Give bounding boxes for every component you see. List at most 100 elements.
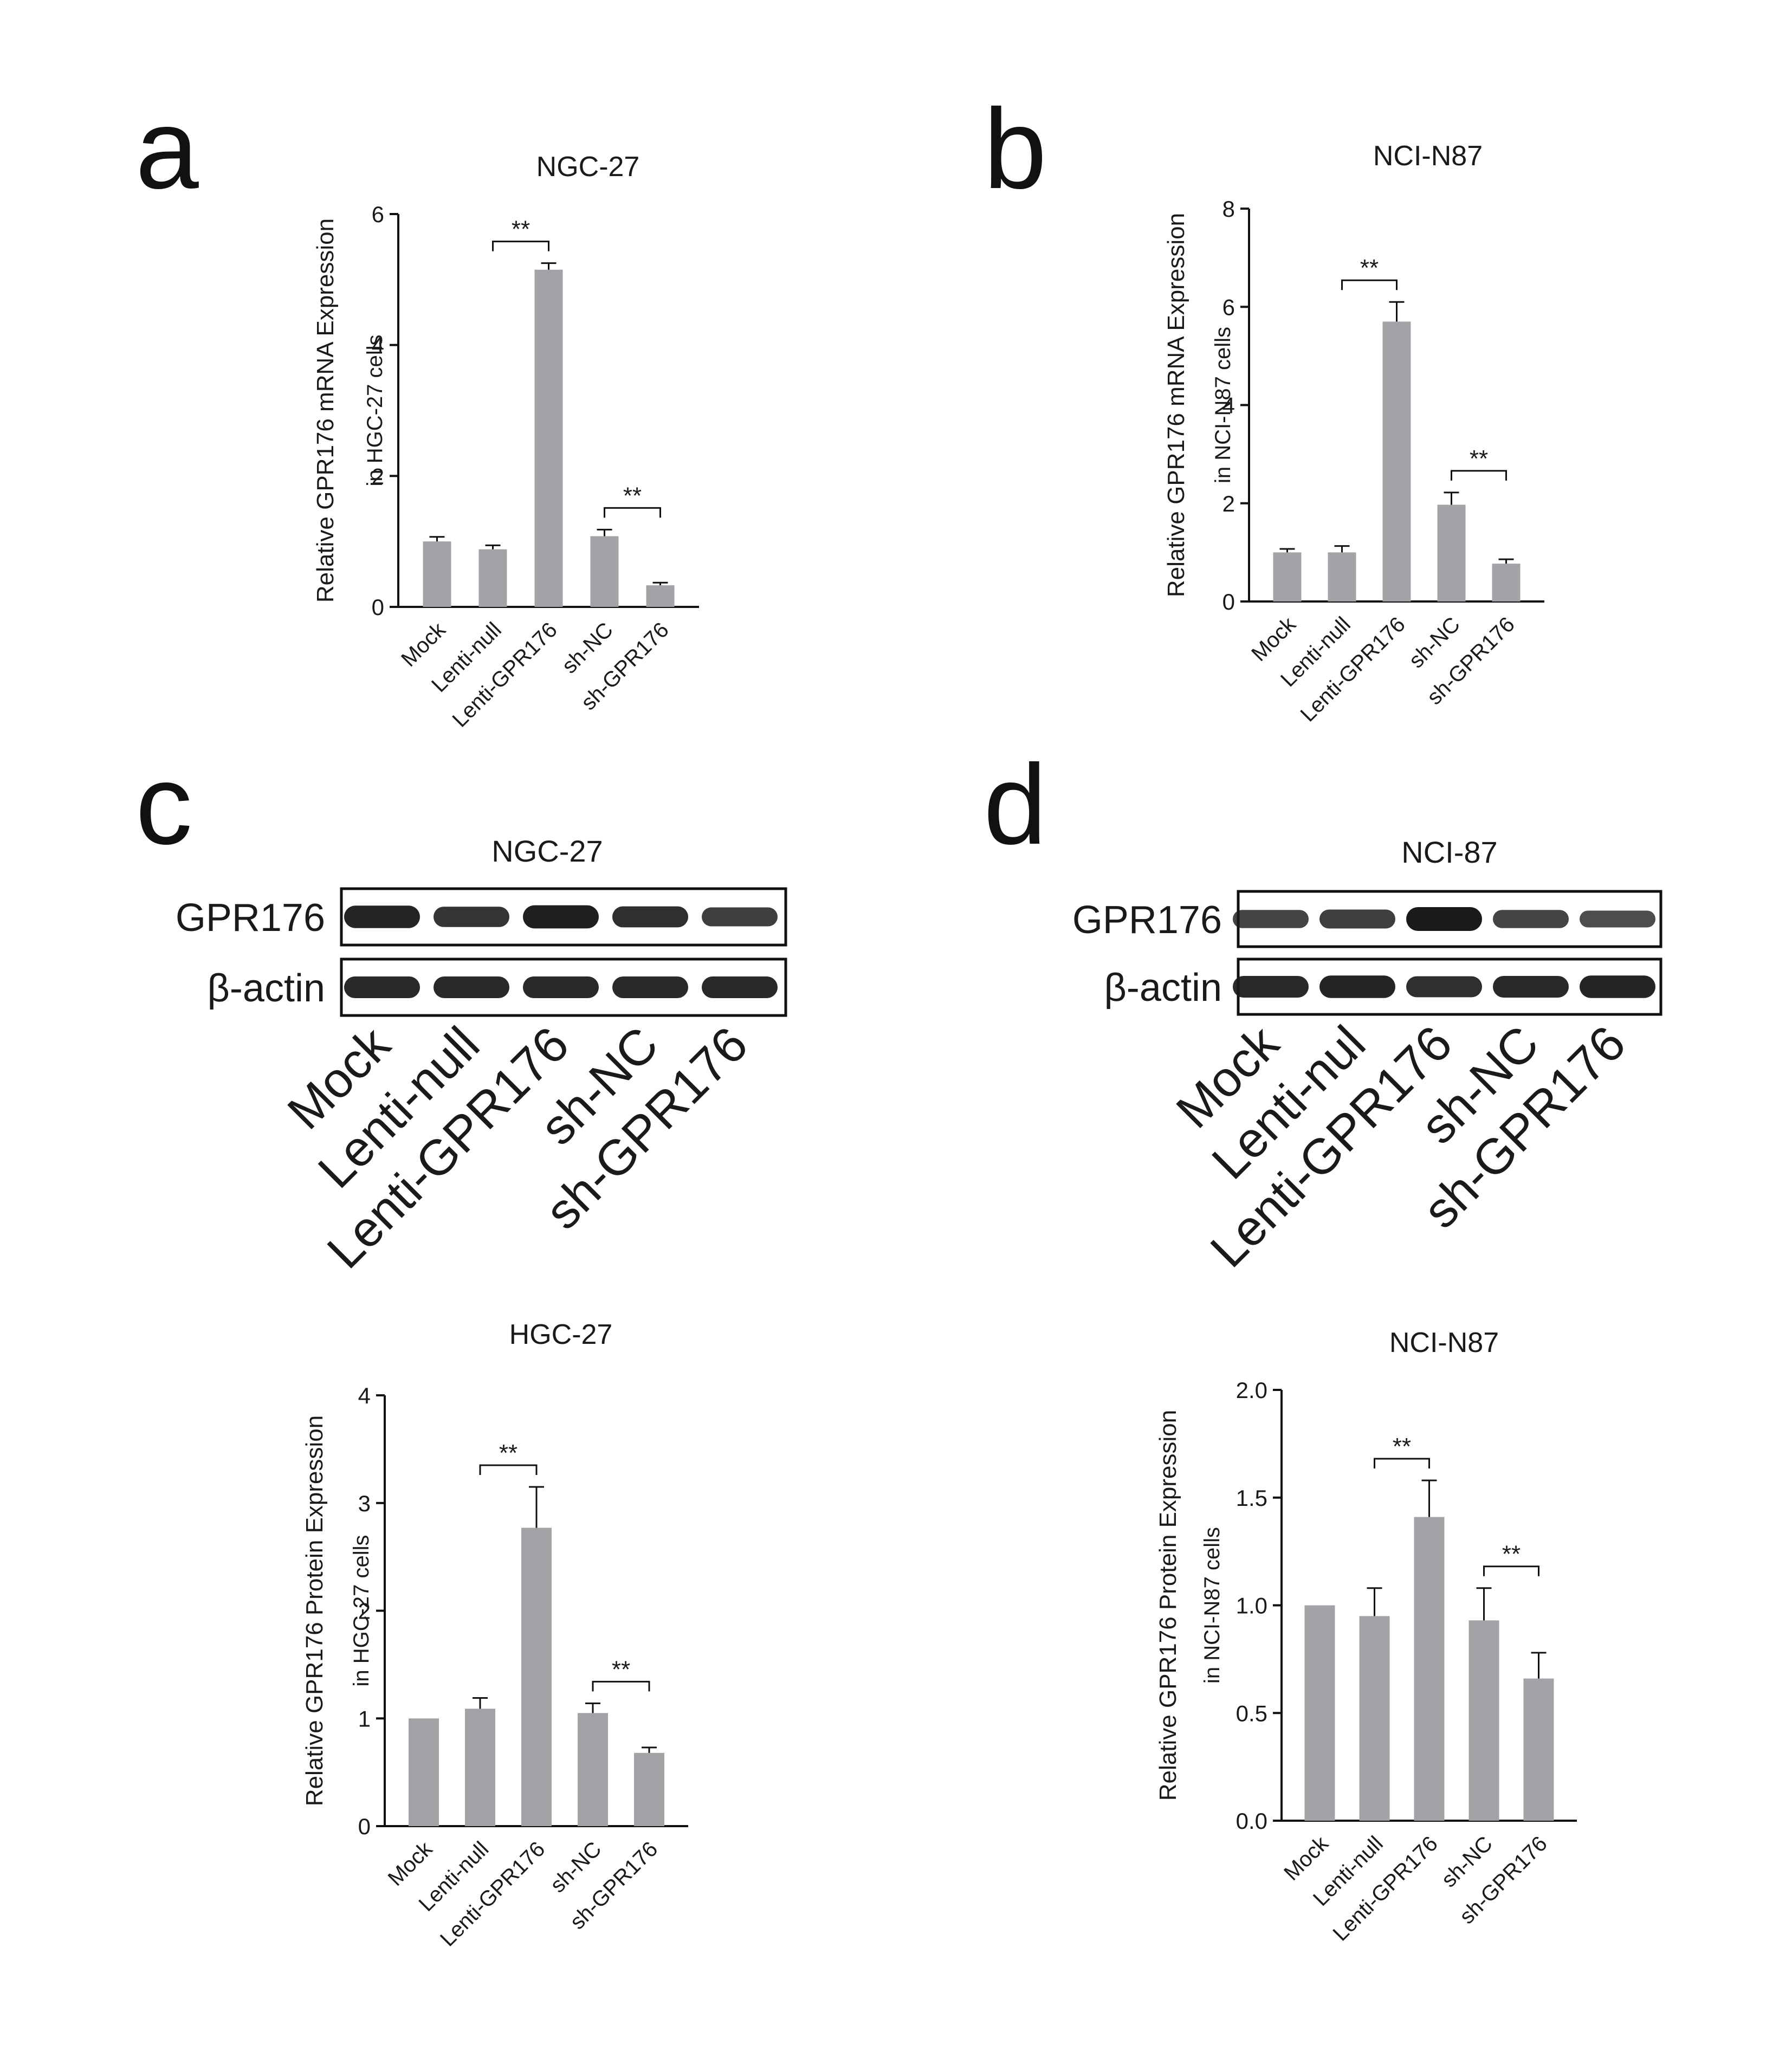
blot-band <box>1580 975 1655 998</box>
blot-band <box>702 976 778 999</box>
significance-bracket <box>1451 470 1507 481</box>
bar <box>423 541 451 607</box>
chart-title: NGC-27 <box>536 151 640 183</box>
significance-label: ** <box>1360 255 1379 281</box>
y-tick-label: 1.0 <box>1236 1593 1267 1619</box>
significance-label: ** <box>1393 1433 1411 1460</box>
significance-label: ** <box>1470 445 1488 472</box>
panel-label-c: c <box>135 741 192 868</box>
western-blot-1: NGC-27GPR176β-actinMockLenti-nullLenti-G… <box>176 834 787 1279</box>
bar <box>1359 1616 1390 1821</box>
significance-bracket <box>604 507 661 518</box>
panel-label-b: b <box>984 85 1047 212</box>
panel-label-d: d <box>984 741 1047 868</box>
bar <box>578 1713 608 1826</box>
y-tick-label: 0 <box>1222 589 1235 614</box>
blot-row-label: β-actin <box>1104 966 1222 1010</box>
significance-label: ** <box>512 216 530 243</box>
significance-bracket <box>592 1680 650 1692</box>
chart-title: HGC-27 <box>509 1319 613 1350</box>
y-tick-label: 2 <box>358 1599 371 1624</box>
y-tick-label: 0.0 <box>1236 1808 1267 1834</box>
blot-band <box>434 907 509 927</box>
y-tick-label: 6 <box>1222 294 1235 320</box>
chart-1: NGC-27 0 2 4 6 Relative GPR176 mRNA Expressio… <box>312 151 699 732</box>
y-axis-label-line2: in NCI-N87 cells <box>1211 327 1235 483</box>
y-axis-label: Relative GPR176 mRNA Expression <box>1163 213 1189 597</box>
y-tick-label: 4 <box>1222 393 1235 418</box>
bar <box>634 1752 664 1826</box>
significance-label: ** <box>623 482 642 509</box>
blot-band <box>612 976 688 999</box>
blot-band <box>1319 909 1395 929</box>
blot-band <box>523 905 599 929</box>
significance-bracket <box>1483 1565 1539 1576</box>
bar <box>1414 1517 1445 1821</box>
chart-3: HGC-27 0 1 2 3 4 Relative GPR176 Protein Expre… <box>301 1319 688 1951</box>
blot-band <box>1233 975 1309 998</box>
blot-band <box>1233 910 1309 928</box>
y-tick-label: 3 <box>358 1491 371 1516</box>
bar <box>1523 1678 1554 1821</box>
blot-row-label: GPR176 <box>176 896 325 940</box>
y-tick-label: 2 <box>1222 491 1235 516</box>
bar <box>1328 552 1356 601</box>
chart-title: NCI-N87 <box>1373 140 1483 172</box>
x-tick-label: Mock <box>384 1837 437 1891</box>
blot-band <box>344 905 420 928</box>
y-tick-label: 4 <box>358 1383 371 1408</box>
bar <box>590 536 619 607</box>
y-tick-label: 6 <box>372 202 384 227</box>
bar <box>409 1718 439 1826</box>
blot-band <box>434 976 509 999</box>
y-tick-label: 1 <box>358 1706 371 1731</box>
panel-label-a: a <box>135 85 199 212</box>
bar <box>1273 552 1302 601</box>
bar <box>1382 321 1411 601</box>
y-tick-label: 1.5 <box>1236 1485 1267 1511</box>
western-blot-2: NCI-87GPR176β-actinMockLenti-nulLenti-GP… <box>1072 835 1662 1278</box>
blot-band <box>1493 910 1569 928</box>
blot-band <box>1493 975 1569 998</box>
y-axis-label-line2: in HGC-27 cells <box>350 1535 373 1686</box>
significance-label: ** <box>499 1440 517 1466</box>
blot-band <box>523 976 599 999</box>
bar <box>534 269 563 607</box>
significance-bracket <box>1341 279 1398 290</box>
bar <box>1304 1605 1335 1821</box>
chart-4: NCI-N87 0.0 0.5 1.0 1.5 2.0 Relative GPR176 Pr… <box>1155 1327 1577 1946</box>
blot-band <box>1319 975 1395 998</box>
blot-band <box>1406 907 1482 931</box>
blot-title: NCI-87 <box>1401 835 1497 869</box>
y-tick-label: 0 <box>358 1814 371 1839</box>
blot-band <box>1580 910 1655 928</box>
significance-label: ** <box>1502 1541 1521 1568</box>
y-tick-label: 8 <box>1222 196 1235 222</box>
chart-2: NCI-N87 0 2 4 6 8 Relative GPR176 mRNA Express… <box>1163 140 1544 727</box>
y-tick-label: 2.0 <box>1236 1377 1267 1403</box>
y-axis-label: Relative GPR176 mRNA Expression <box>312 218 339 603</box>
y-axis-label-line2: in NCI-N87 cells <box>1200 1527 1224 1684</box>
y-tick-label: 0.5 <box>1236 1700 1267 1726</box>
significance-bracket <box>1374 1458 1430 1468</box>
blot-row-label: β-actin <box>208 967 325 1010</box>
bar <box>1437 504 1466 601</box>
bar <box>521 1528 552 1826</box>
blot-band <box>344 976 420 999</box>
y-axis-label-line2: in HGC-27 cells <box>363 334 387 486</box>
significance-bracket <box>479 1464 538 1475</box>
x-tick-label: Mock <box>397 618 450 671</box>
y-tick-label: 2 <box>372 463 384 489</box>
y-tick-label: 4 <box>372 333 384 358</box>
bar <box>465 1709 495 1826</box>
y-tick-label: 0 <box>372 594 384 620</box>
significance-label: ** <box>612 1656 630 1683</box>
y-axis-label: Relative GPR176 Protein Expression <box>301 1415 328 1806</box>
blot-title: NGC-27 <box>491 834 603 868</box>
blot-band <box>702 907 778 927</box>
significance-bracket <box>492 241 549 251</box>
y-axis-label: Relative GPR176 Protein Expression <box>1155 1410 1181 1801</box>
bar <box>1468 1620 1499 1821</box>
bar <box>646 585 675 607</box>
